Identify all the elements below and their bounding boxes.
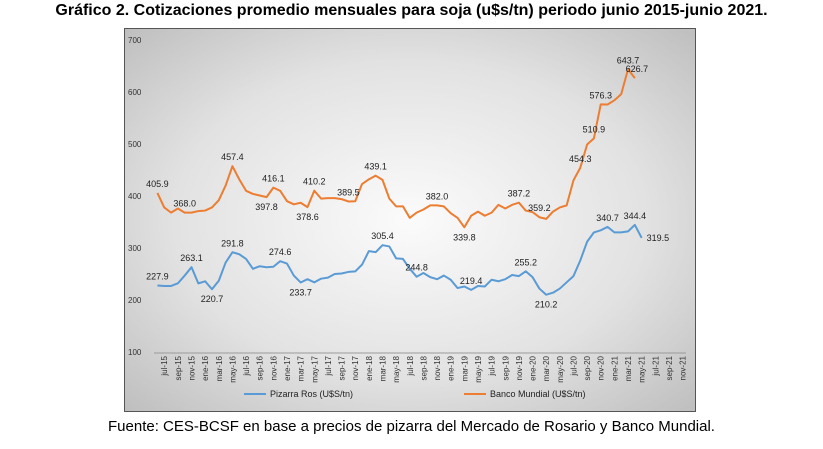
data-label-pizarra: 227.9 [146,271,169,281]
x-tick-label: ene-16 [201,355,210,380]
x-tick-label: nov-16 [269,355,278,380]
x-tick-label: nov-19 [515,355,524,380]
chart-title: Gráfico 2. Cotizaciones promedio mensual… [55,2,768,19]
data-label-pizarra: 255.2 [514,257,537,267]
data-label-pizarra: 274.6 [269,247,292,257]
data-label-banco-mundial: 457.4 [221,152,244,162]
x-tick-label: jul-20 [569,355,578,376]
x-tick-label: jul-15 [160,355,169,376]
x-tick-label: nov-20 [597,355,606,380]
data-label-banco-mundial: 643.7 [617,55,640,65]
x-tick-label: ene-17 [283,355,292,380]
x-tick-label: may-17 [310,355,319,382]
series-line-pizarra [157,223,643,296]
x-tick-label: sep-18 [419,355,428,380]
x-tick-label: may-21 [638,355,647,382]
x-tick-label: nov-17 [351,355,360,380]
data-label-banco-mundial: 382.0 [426,191,449,201]
chart: 100 200 300 400 500 600 700 jul-15 sep-15 nov-15… [124,28,696,412]
x-tick-label: sep-19 [501,355,510,380]
x-tick-label: sep-17 [338,355,347,380]
x-tick-label: nov-18 [433,355,442,380]
data-label-pizarra: 319.5 [647,233,670,243]
data-label-pizarra: 220.7 [201,294,224,304]
data-label-pizarra: 340.7 [596,213,619,223]
data-label-banco-mundial: 397.8 [255,202,278,212]
data-label-pizarra: 263.1 [180,253,203,263]
y-tick-label: 600 [128,88,142,97]
data-label-banco-mundial: 576.3 [589,90,612,100]
x-tick-label: nov-15 [188,355,197,380]
x-tick-label: ene-19 [447,355,456,380]
data-label-banco-mundial: 405.9 [146,179,169,189]
data-label-pizarra: 210.2 [535,300,558,310]
x-tick-label: mar-21 [624,355,633,381]
x-tick-label: sep-21 [665,355,674,380]
x-tick-label: sep-16 [256,355,265,380]
x-tick-label: jul-21 [651,355,660,376]
x-tick-label: mar-18 [378,355,387,381]
data-label-banco-mundial: 626.7 [626,64,649,74]
data-label-banco-mundial: 410.2 [303,177,326,187]
x-tick-label: ene-18 [365,355,374,380]
data-label-banco-mundial: 378.6 [296,212,319,222]
y-tick-label: 100 [128,348,142,357]
data-label-banco-mundial: 339.8 [453,232,476,242]
data-label-banco-mundial: 359.2 [528,203,551,213]
data-label-banco-mundial: 416.1 [262,174,285,184]
y-tick-label: 200 [128,296,142,305]
x-tick-label: ene-20 [529,355,538,380]
data-label-pizarra: 344.4 [624,211,647,221]
chart-background [124,28,696,412]
source-note: Fuente: CES-BCSF en base a precios de pi… [108,418,715,435]
x-tick-label: jul-16 [242,355,251,376]
legend-entry: Pizarra Ros (U$S/tn) [270,389,353,399]
x-tick-label: mar-19 [460,355,469,381]
y-tick-label: 700 [128,36,142,45]
legend: Pizarra Ros (U$S/tn) Banco Mundial (U$S/t… [244,389,586,399]
data-label-pizarra: 233.7 [289,287,312,297]
data-label-pizarra: 219.4 [460,276,483,286]
x-tick-label: sep-15 [174,355,183,380]
data-label-pizarra: 244.8 [405,263,428,273]
data-label-pizarra: 291.8 [221,238,244,248]
x-tick-label: may-20 [556,355,565,382]
x-tick-label: may-18 [392,355,401,382]
x-tick-label: mar-17 [297,355,306,381]
data-label-banco-mundial: 389.5 [337,187,360,197]
x-tick-label: sep-20 [583,355,592,380]
series-line-banco-mundial [156,68,636,229]
data-label-banco-mundial: 454.3 [569,154,592,164]
data-label-banco-mundial: 510.9 [583,124,606,134]
x-tick-label: jul-17 [324,355,333,376]
x-tick-label: ene-21 [610,355,619,380]
legend-entry: Banco Mundial (U$S/tn) [490,389,586,399]
y-axis: 100 200 300 400 500 600 700 [128,36,142,357]
x-tick-label: nov-21 [679,355,688,380]
x-tick-label: may-19 [474,355,483,382]
x-tick-label: may-16 [228,355,237,382]
data-label-banco-mundial: 387.2 [508,189,531,199]
y-tick-label: 300 [128,244,142,253]
x-tick-label: mar-16 [215,355,224,381]
x-tick-label: jul-18 [406,355,415,376]
data-label-banco-mundial: 368.0 [173,199,196,209]
x-tick-label: jul-19 [488,355,497,376]
data-label-banco-mundial: 439.1 [364,162,387,172]
series-lines [156,68,643,296]
data-label-pizarra: 305.4 [371,231,394,241]
data-labels: 227.9 263.1 220.7 291.8 274.6 233.7 305.4 244.8… [146,55,669,309]
y-tick-label: 400 [128,192,142,201]
x-axis: jul-15 sep-15 nov-15 ene-16 mar-16 may-16 jul-… [154,352,688,383]
x-tick-label: mar-20 [542,355,551,381]
y-tick-label: 500 [128,140,142,149]
